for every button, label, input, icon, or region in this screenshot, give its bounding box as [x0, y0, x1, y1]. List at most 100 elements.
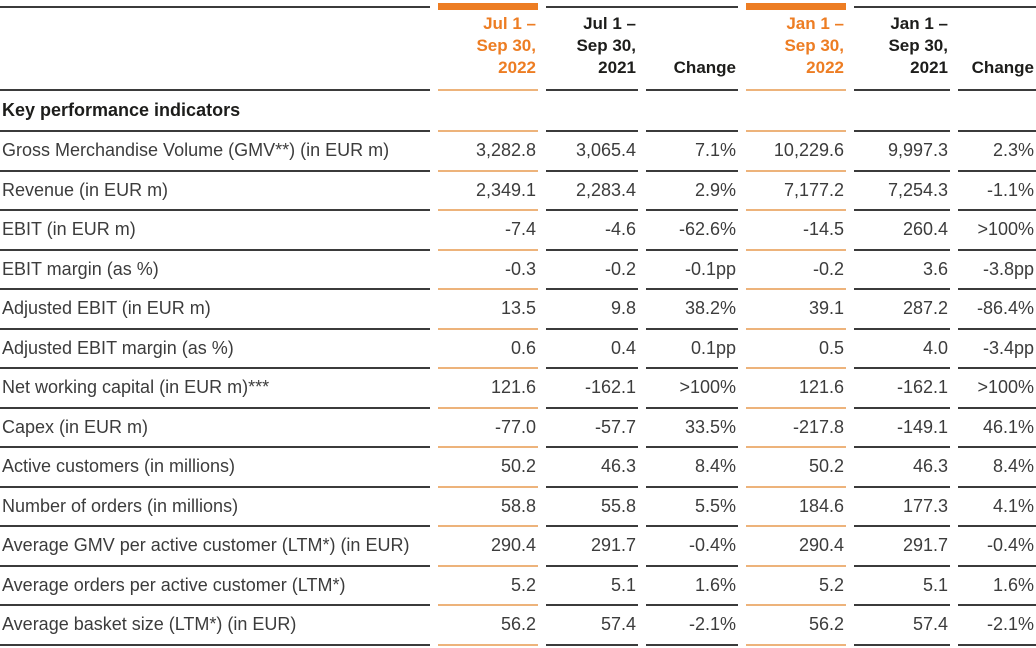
table-row: Average orders per active customer (LTM*… [0, 567, 1036, 606]
empty-cell [958, 91, 1036, 132]
cell-9m-change: 8.4% [958, 448, 1036, 488]
table-row: Net working capital (in EUR m)*** 121.6 … [0, 369, 1036, 409]
table-row: Gross Merchandise Volume (GMV**) (in EUR… [0, 132, 1036, 172]
section-title: Key performance indicators [0, 91, 430, 132]
cell-9m-2022: 184.6 [746, 488, 846, 527]
table-row: Number of orders (in millions) 58.8 55.8… [0, 488, 1036, 527]
empty-cell [854, 91, 950, 132]
table-row: Average GMV per active customer (LTM*) (… [0, 527, 1036, 567]
top-rule-q3-2021-change [546, 6, 738, 8]
cell-9m-change: -86.4% [958, 290, 1036, 330]
header-line: Sep 30, [476, 36, 536, 55]
cell-q3-2022: 50.2 [438, 448, 538, 488]
cell-9m-2021: 287.2 [854, 290, 950, 330]
header-line: Change [971, 58, 1034, 77]
cell-q3-2022: 3,282.8 [438, 132, 538, 172]
cell-q3-2022: 56.2 [438, 606, 538, 646]
header-line: Jan 1 – [786, 14, 844, 33]
cell-9m-2022: 7,177.2 [746, 172, 846, 211]
table-row: Adjusted EBIT (in EUR m) 13.5 9.8 38.2% … [0, 290, 1036, 330]
table-row: EBIT margin (as %) -0.3 -0.2 -0.1pp -0.2… [0, 251, 1036, 290]
cell-9m-2022: 5.2 [746, 567, 846, 606]
table-row: Average basket size (LTM*) (in EUR) 56.2… [0, 606, 1036, 646]
cell-q3-2022: -7.4 [438, 211, 538, 251]
header-line: 2022 [498, 58, 536, 77]
cell-9m-2021: 5.1 [854, 567, 950, 606]
cell-q3-2021: 2,283.4 [546, 172, 638, 211]
cell-q3-2021: 0.4 [546, 330, 638, 369]
empty-cell [546, 91, 638, 132]
cell-q3-2022: -77.0 [438, 409, 538, 448]
cell-9m-change: 2.3% [958, 132, 1036, 172]
cell-q3-change: -0.1pp [646, 251, 738, 290]
header-line: Sep 30, [784, 36, 844, 55]
header-label-spacer [0, 13, 430, 91]
cell-q3-change: 2.9% [646, 172, 738, 211]
header-line: Sep 30, [888, 36, 948, 55]
cell-q3-change: 7.1% [646, 132, 738, 172]
cell-q3-2022: 5.2 [438, 567, 538, 606]
cell-q3-2021: 291.7 [546, 527, 638, 567]
empty-cell [646, 91, 738, 132]
cell-q3-change: 38.2% [646, 290, 738, 330]
top-rule-label-column [0, 6, 430, 8]
cell-9m-2021: 4.0 [854, 330, 950, 369]
cell-q3-2021: 5.1 [546, 567, 638, 606]
column-header-q3-change: Change [646, 13, 738, 91]
empty-cell [746, 91, 846, 132]
cell-9m-change: -1.1% [958, 172, 1036, 211]
cell-q3-change: -2.1% [646, 606, 738, 646]
cell-9m-change: >100% [958, 211, 1036, 251]
cell-9m-change: 4.1% [958, 488, 1036, 527]
cell-9m-change: -2.1% [958, 606, 1036, 646]
cell-9m-2022: 56.2 [746, 606, 846, 646]
column-header-q3-2022: Jul 1 – Sep 30, 2022 [438, 13, 538, 91]
row-label: EBIT (in EUR m) [0, 211, 430, 251]
cell-q3-2021: 9.8 [546, 290, 638, 330]
table-body: Gross Merchandise Volume (GMV**) (in EUR… [0, 132, 1036, 646]
cell-9m-2021: 291.7 [854, 527, 950, 567]
cell-q3-change: 33.5% [646, 409, 738, 448]
cell-q3-2022: 58.8 [438, 488, 538, 527]
row-label: Average GMV per active customer (LTM*) (… [0, 527, 430, 567]
row-label: Active customers (in millions) [0, 448, 430, 488]
empty-cell [438, 91, 538, 132]
cell-q3-change: >100% [646, 369, 738, 409]
cell-q3-2021: -162.1 [546, 369, 638, 409]
cell-9m-2021: 57.4 [854, 606, 950, 646]
cell-q3-2021: 46.3 [546, 448, 638, 488]
row-label: Revenue (in EUR m) [0, 172, 430, 211]
cell-q3-2021: 57.4 [546, 606, 638, 646]
cell-9m-2022: 0.5 [746, 330, 846, 369]
cell-9m-2021: 46.3 [854, 448, 950, 488]
cell-9m-2021: 9,997.3 [854, 132, 950, 172]
row-label: Average basket size (LTM*) (in EUR) [0, 606, 430, 646]
row-label: Net working capital (in EUR m)*** [0, 369, 430, 409]
table-header-row: Jul 1 – Sep 30, 2022 Jul 1 – Sep 30, 202… [0, 13, 1036, 91]
header-line: Change [673, 58, 736, 77]
row-label: Adjusted EBIT margin (as %) [0, 330, 430, 369]
cell-9m-change: >100% [958, 369, 1036, 409]
table-row: EBIT (in EUR m) -7.4 -4.6 -62.6% -14.5 2… [0, 211, 1036, 251]
table-row: Revenue (in EUR m) 2,349.1 2,283.4 2.9% … [0, 172, 1036, 211]
cell-9m-2022: 10,229.6 [746, 132, 846, 172]
cell-9m-2022: 39.1 [746, 290, 846, 330]
header-line: Sep 30, [576, 36, 636, 55]
cell-q3-2022: 121.6 [438, 369, 538, 409]
table-row: Capex (in EUR m) -77.0 -57.7 33.5% -217.… [0, 409, 1036, 448]
cell-q3-2022: 2,349.1 [438, 172, 538, 211]
row-label: Capex (in EUR m) [0, 409, 430, 448]
table-row: Active customers (in millions) 50.2 46.3… [0, 448, 1036, 488]
cell-9m-2022: 121.6 [746, 369, 846, 409]
header-line: Jan 1 – [890, 14, 948, 33]
cell-9m-2021: -162.1 [854, 369, 950, 409]
cell-9m-change: 46.1% [958, 409, 1036, 448]
cell-9m-2021: 3.6 [854, 251, 950, 290]
cell-9m-2022: 290.4 [746, 527, 846, 567]
cell-q3-2021: -57.7 [546, 409, 638, 448]
cell-9m-2021: -149.1 [854, 409, 950, 448]
table-top-border [0, 0, 1036, 13]
cell-9m-2022: -0.2 [746, 251, 846, 290]
top-rule-9m-2021-change [854, 6, 1036, 8]
section-header-row: Key performance indicators [0, 91, 1036, 132]
